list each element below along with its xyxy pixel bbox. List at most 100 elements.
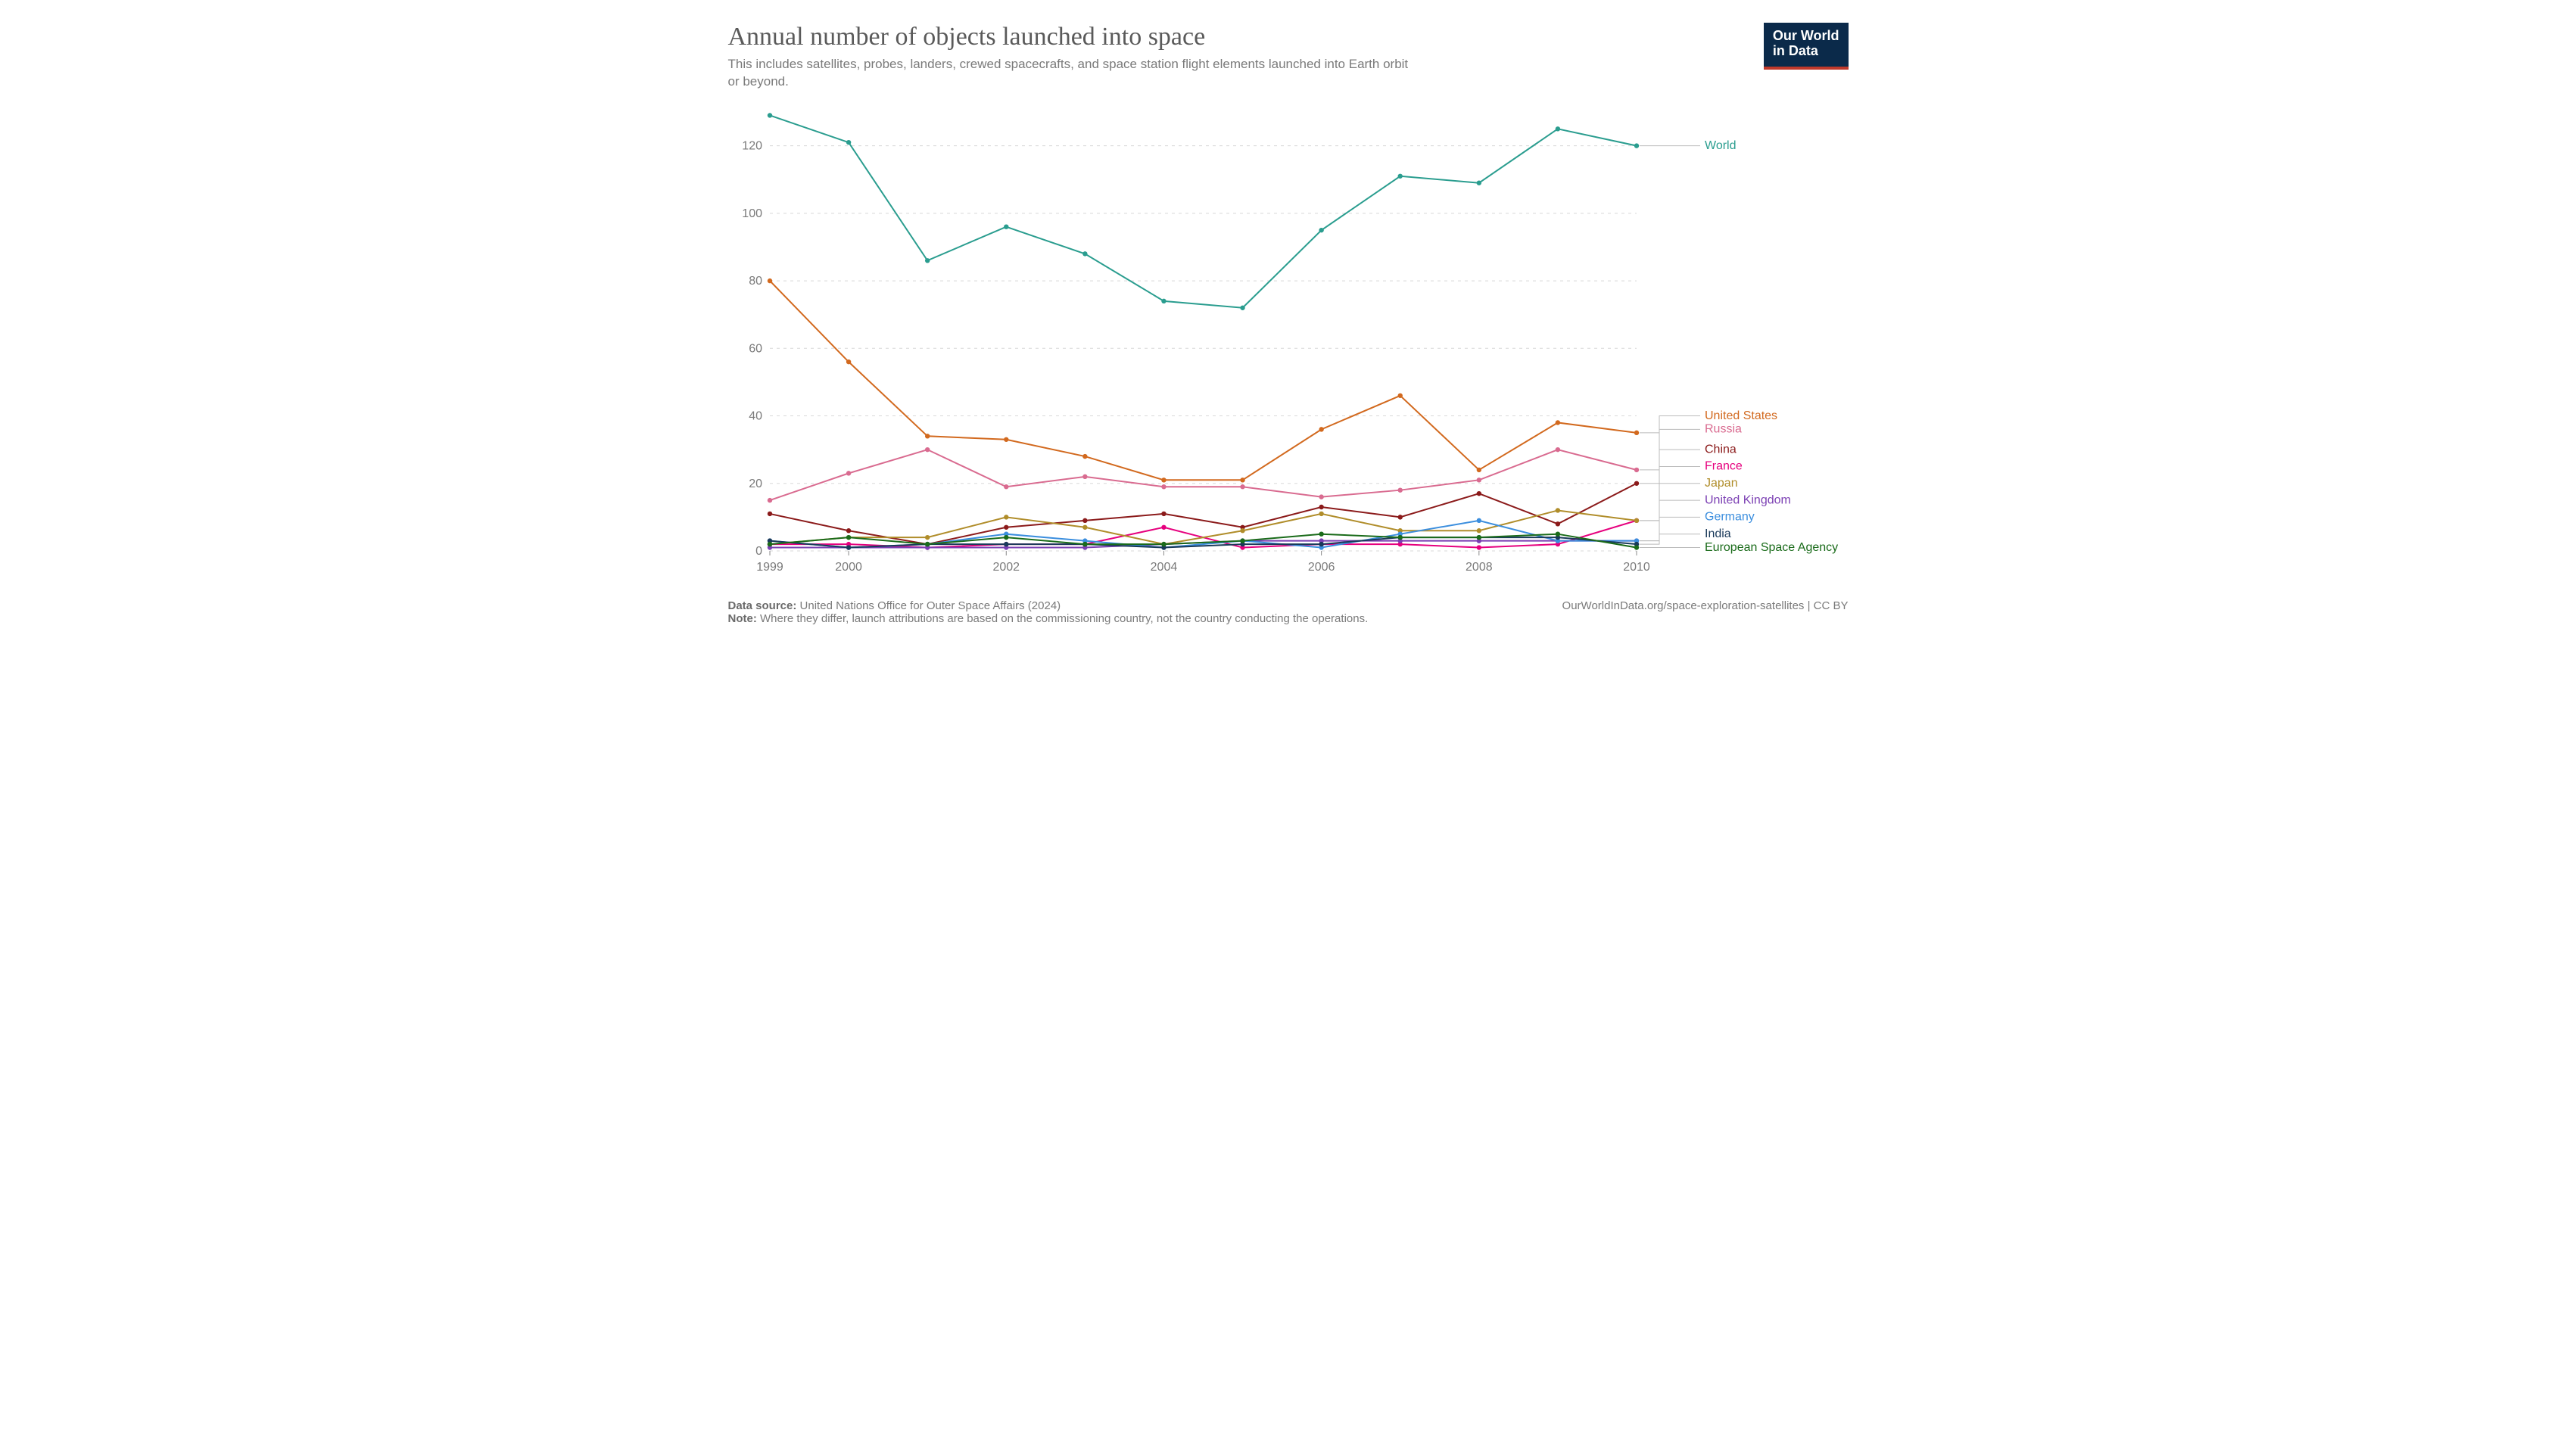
x-tick-label: 2010 bbox=[1623, 561, 1650, 574]
series-marker bbox=[1161, 524, 1166, 529]
series-marker bbox=[1082, 474, 1087, 479]
source-label: Data source: bbox=[728, 599, 797, 612]
series-marker bbox=[1476, 528, 1481, 533]
series-label: China bbox=[1705, 443, 1737, 456]
series-marker bbox=[846, 535, 850, 540]
series-marker bbox=[1082, 454, 1087, 459]
series-label: Germany bbox=[1705, 510, 1755, 523]
series-marker bbox=[1161, 484, 1166, 489]
series-label: Russia bbox=[1705, 422, 1742, 435]
series-marker bbox=[924, 258, 929, 263]
series-marker bbox=[1319, 512, 1323, 516]
series-marker bbox=[1161, 542, 1166, 546]
x-tick-label: 2002 bbox=[992, 561, 1020, 574]
x-tick-label: 2006 bbox=[1307, 561, 1335, 574]
series-marker bbox=[1161, 478, 1166, 482]
series-label: France bbox=[1705, 460, 1743, 473]
series-marker bbox=[924, 447, 929, 452]
header: Annual number of objects launched into s… bbox=[728, 23, 1849, 91]
series-marker bbox=[1240, 305, 1244, 310]
attribution: OurWorldInData.org/space-exploration-sat… bbox=[1562, 599, 1849, 612]
series-marker bbox=[1240, 484, 1244, 489]
series-label: Japan bbox=[1705, 477, 1738, 490]
series-marker bbox=[1004, 524, 1008, 529]
series-marker bbox=[1634, 518, 1638, 523]
series-marker bbox=[1082, 251, 1087, 256]
series-marker bbox=[846, 140, 850, 145]
series-marker bbox=[1634, 143, 1638, 148]
series-marker bbox=[924, 542, 929, 546]
label-leader bbox=[1640, 484, 1700, 521]
logo-line-1: Our World bbox=[1773, 28, 1839, 43]
label-leader bbox=[1640, 466, 1700, 520]
series-marker bbox=[1397, 487, 1402, 492]
series-marker bbox=[1319, 505, 1323, 509]
source-text: United Nations Office for Outer Space Af… bbox=[800, 599, 1061, 612]
series-label: India bbox=[1705, 527, 1731, 540]
y-tick-label: 100 bbox=[742, 207, 762, 220]
series-marker bbox=[1397, 515, 1402, 519]
label-leader bbox=[1640, 415, 1700, 432]
series-marker bbox=[1555, 126, 1559, 131]
chart-footer: Data source: United Nations Office for O… bbox=[728, 599, 1849, 625]
series-marker bbox=[1634, 431, 1638, 435]
series-marker bbox=[1555, 447, 1559, 452]
series-marker bbox=[1004, 515, 1008, 519]
series-marker bbox=[846, 359, 850, 364]
series-marker bbox=[924, 535, 929, 540]
series-marker bbox=[846, 545, 850, 549]
note-label: Note: bbox=[728, 612, 757, 625]
series-label: European Space Agency bbox=[1705, 541, 1838, 554]
series-marker bbox=[924, 434, 929, 438]
logo-line-2: in Data bbox=[1773, 43, 1818, 58]
y-tick-label: 80 bbox=[749, 275, 762, 288]
series-marker bbox=[1476, 535, 1481, 540]
series-marker bbox=[1634, 468, 1638, 472]
chart-subtitle: This includes satellites, probes, lander… bbox=[728, 56, 1409, 91]
series-marker bbox=[1004, 535, 1008, 540]
series-marker bbox=[1240, 538, 1244, 543]
series-label: United Kingdom bbox=[1705, 493, 1791, 506]
series-marker bbox=[767, 278, 771, 283]
series-label: United States bbox=[1705, 409, 1777, 422]
series-marker bbox=[767, 512, 771, 516]
series-line bbox=[770, 484, 1637, 544]
series-marker bbox=[1476, 468, 1481, 472]
series-label: World bbox=[1705, 139, 1737, 152]
series-line bbox=[770, 450, 1637, 500]
y-tick-label: 40 bbox=[749, 409, 762, 422]
footnote: Note: Where they differ, launch attribut… bbox=[728, 612, 1849, 625]
y-tick-label: 60 bbox=[749, 342, 762, 355]
owid-logo: Our World in Data bbox=[1764, 23, 1849, 70]
series-marker bbox=[1555, 531, 1559, 536]
series-marker bbox=[1476, 518, 1481, 523]
x-tick-label: 2008 bbox=[1466, 561, 1493, 574]
series-marker bbox=[1082, 524, 1087, 529]
chart-area: 0204060801001201999200020022004200620082… bbox=[728, 104, 1849, 589]
series-line bbox=[770, 521, 1637, 548]
label-leader bbox=[1640, 534, 1700, 544]
series-marker bbox=[1082, 542, 1087, 546]
series-marker bbox=[1240, 528, 1244, 533]
series-marker bbox=[767, 498, 771, 502]
data-source: Data source: United Nations Office for O… bbox=[728, 599, 1061, 612]
y-tick-label: 0 bbox=[755, 545, 762, 558]
series-marker bbox=[1161, 512, 1166, 516]
series-marker bbox=[1082, 518, 1087, 523]
series-marker bbox=[767, 113, 771, 117]
series-marker bbox=[767, 542, 771, 546]
series-marker bbox=[1476, 545, 1481, 549]
series-marker bbox=[1397, 393, 1402, 397]
chart-container: Annual number of objects launched into s… bbox=[728, 23, 1849, 625]
series-line bbox=[770, 281, 1637, 480]
series-marker bbox=[846, 528, 850, 533]
x-tick-label: 2000 bbox=[835, 561, 862, 574]
y-tick-label: 20 bbox=[749, 478, 762, 490]
line-chart-svg: 0204060801001201999200020022004200620082… bbox=[728, 104, 1849, 589]
series-marker bbox=[1397, 173, 1402, 178]
series-marker bbox=[1476, 478, 1481, 482]
series-marker bbox=[1161, 299, 1166, 303]
series-marker bbox=[1319, 427, 1323, 431]
series-marker bbox=[1004, 542, 1008, 546]
series-marker bbox=[1240, 478, 1244, 482]
